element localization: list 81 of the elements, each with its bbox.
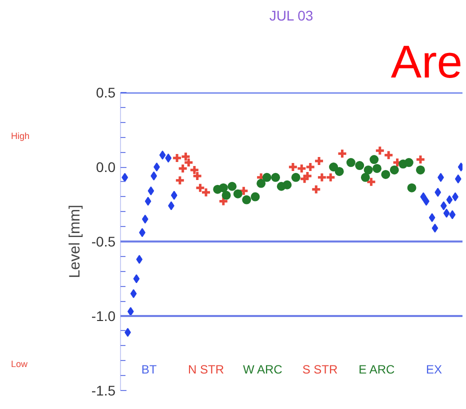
text: High bbox=[11, 131, 30, 141]
point bbox=[159, 150, 166, 160]
point bbox=[256, 178, 266, 188]
point bbox=[233, 189, 242, 198]
point bbox=[454, 174, 462, 184]
point bbox=[434, 188, 442, 197]
point bbox=[180, 151, 191, 162]
point bbox=[172, 152, 182, 164]
point bbox=[238, 186, 249, 196]
point bbox=[404, 158, 414, 168]
point bbox=[432, 224, 438, 233]
point bbox=[360, 172, 370, 182]
point bbox=[443, 208, 450, 218]
point bbox=[310, 184, 322, 195]
point bbox=[228, 182, 237, 191]
point bbox=[200, 187, 212, 198]
point bbox=[250, 192, 260, 202]
point bbox=[189, 164, 200, 176]
point bbox=[262, 172, 272, 182]
point bbox=[305, 162, 316, 172]
point bbox=[329, 162, 338, 172]
point bbox=[364, 165, 373, 174]
point bbox=[170, 190, 178, 200]
point bbox=[302, 170, 313, 182]
point bbox=[407, 183, 416, 192]
point bbox=[390, 165, 399, 174]
y-tick-label: -0.5 bbox=[91, 234, 116, 250]
text: Low bbox=[11, 359, 28, 369]
point bbox=[271, 172, 280, 182]
point bbox=[296, 163, 307, 174]
point bbox=[218, 183, 228, 192]
point bbox=[148, 186, 154, 196]
annotation: E ARC bbox=[358, 362, 396, 376]
point bbox=[383, 150, 394, 160]
point bbox=[366, 176, 376, 188]
point bbox=[288, 162, 298, 172]
point bbox=[154, 162, 160, 172]
point bbox=[440, 201, 447, 210]
point bbox=[222, 190, 231, 200]
point bbox=[144, 196, 152, 206]
point bbox=[355, 161, 364, 170]
point bbox=[130, 289, 137, 298]
point bbox=[316, 172, 328, 183]
annotation: EX bbox=[426, 362, 442, 376]
point bbox=[446, 195, 453, 204]
point bbox=[174, 175, 186, 186]
point bbox=[314, 156, 324, 166]
point bbox=[242, 195, 252, 204]
annotation: BT bbox=[141, 362, 158, 376]
y-tick-label: 0.0 bbox=[96, 159, 116, 175]
y-tick-label: -1.0 bbox=[91, 308, 116, 324]
annotation: S STR bbox=[302, 362, 338, 376]
point bbox=[416, 165, 425, 174]
point bbox=[218, 196, 229, 207]
point bbox=[142, 214, 148, 224]
point bbox=[122, 172, 128, 182]
text: Are bbox=[390, 36, 463, 88]
point bbox=[420, 192, 427, 202]
annotation: W ARC bbox=[243, 362, 283, 376]
point bbox=[291, 172, 300, 182]
point bbox=[336, 148, 348, 159]
point bbox=[282, 180, 292, 190]
point bbox=[192, 170, 203, 182]
point bbox=[334, 166, 344, 176]
point bbox=[325, 172, 336, 183]
point bbox=[133, 274, 140, 284]
point bbox=[374, 145, 386, 156]
point bbox=[381, 170, 390, 179]
point bbox=[370, 155, 379, 164]
y-tick-label: -1.5 bbox=[91, 382, 116, 398]
point bbox=[415, 154, 426, 165]
y-tick-label: 0.5 bbox=[96, 84, 116, 100]
y-axis-title: Level [mm] bbox=[66, 204, 84, 278]
chart-title: JUL 03 bbox=[269, 8, 314, 24]
point bbox=[372, 164, 382, 173]
annotation: N STR bbox=[188, 362, 224, 376]
point bbox=[449, 210, 456, 220]
point bbox=[136, 254, 143, 264]
point bbox=[194, 182, 206, 194]
point bbox=[428, 213, 436, 222]
point bbox=[346, 158, 356, 168]
